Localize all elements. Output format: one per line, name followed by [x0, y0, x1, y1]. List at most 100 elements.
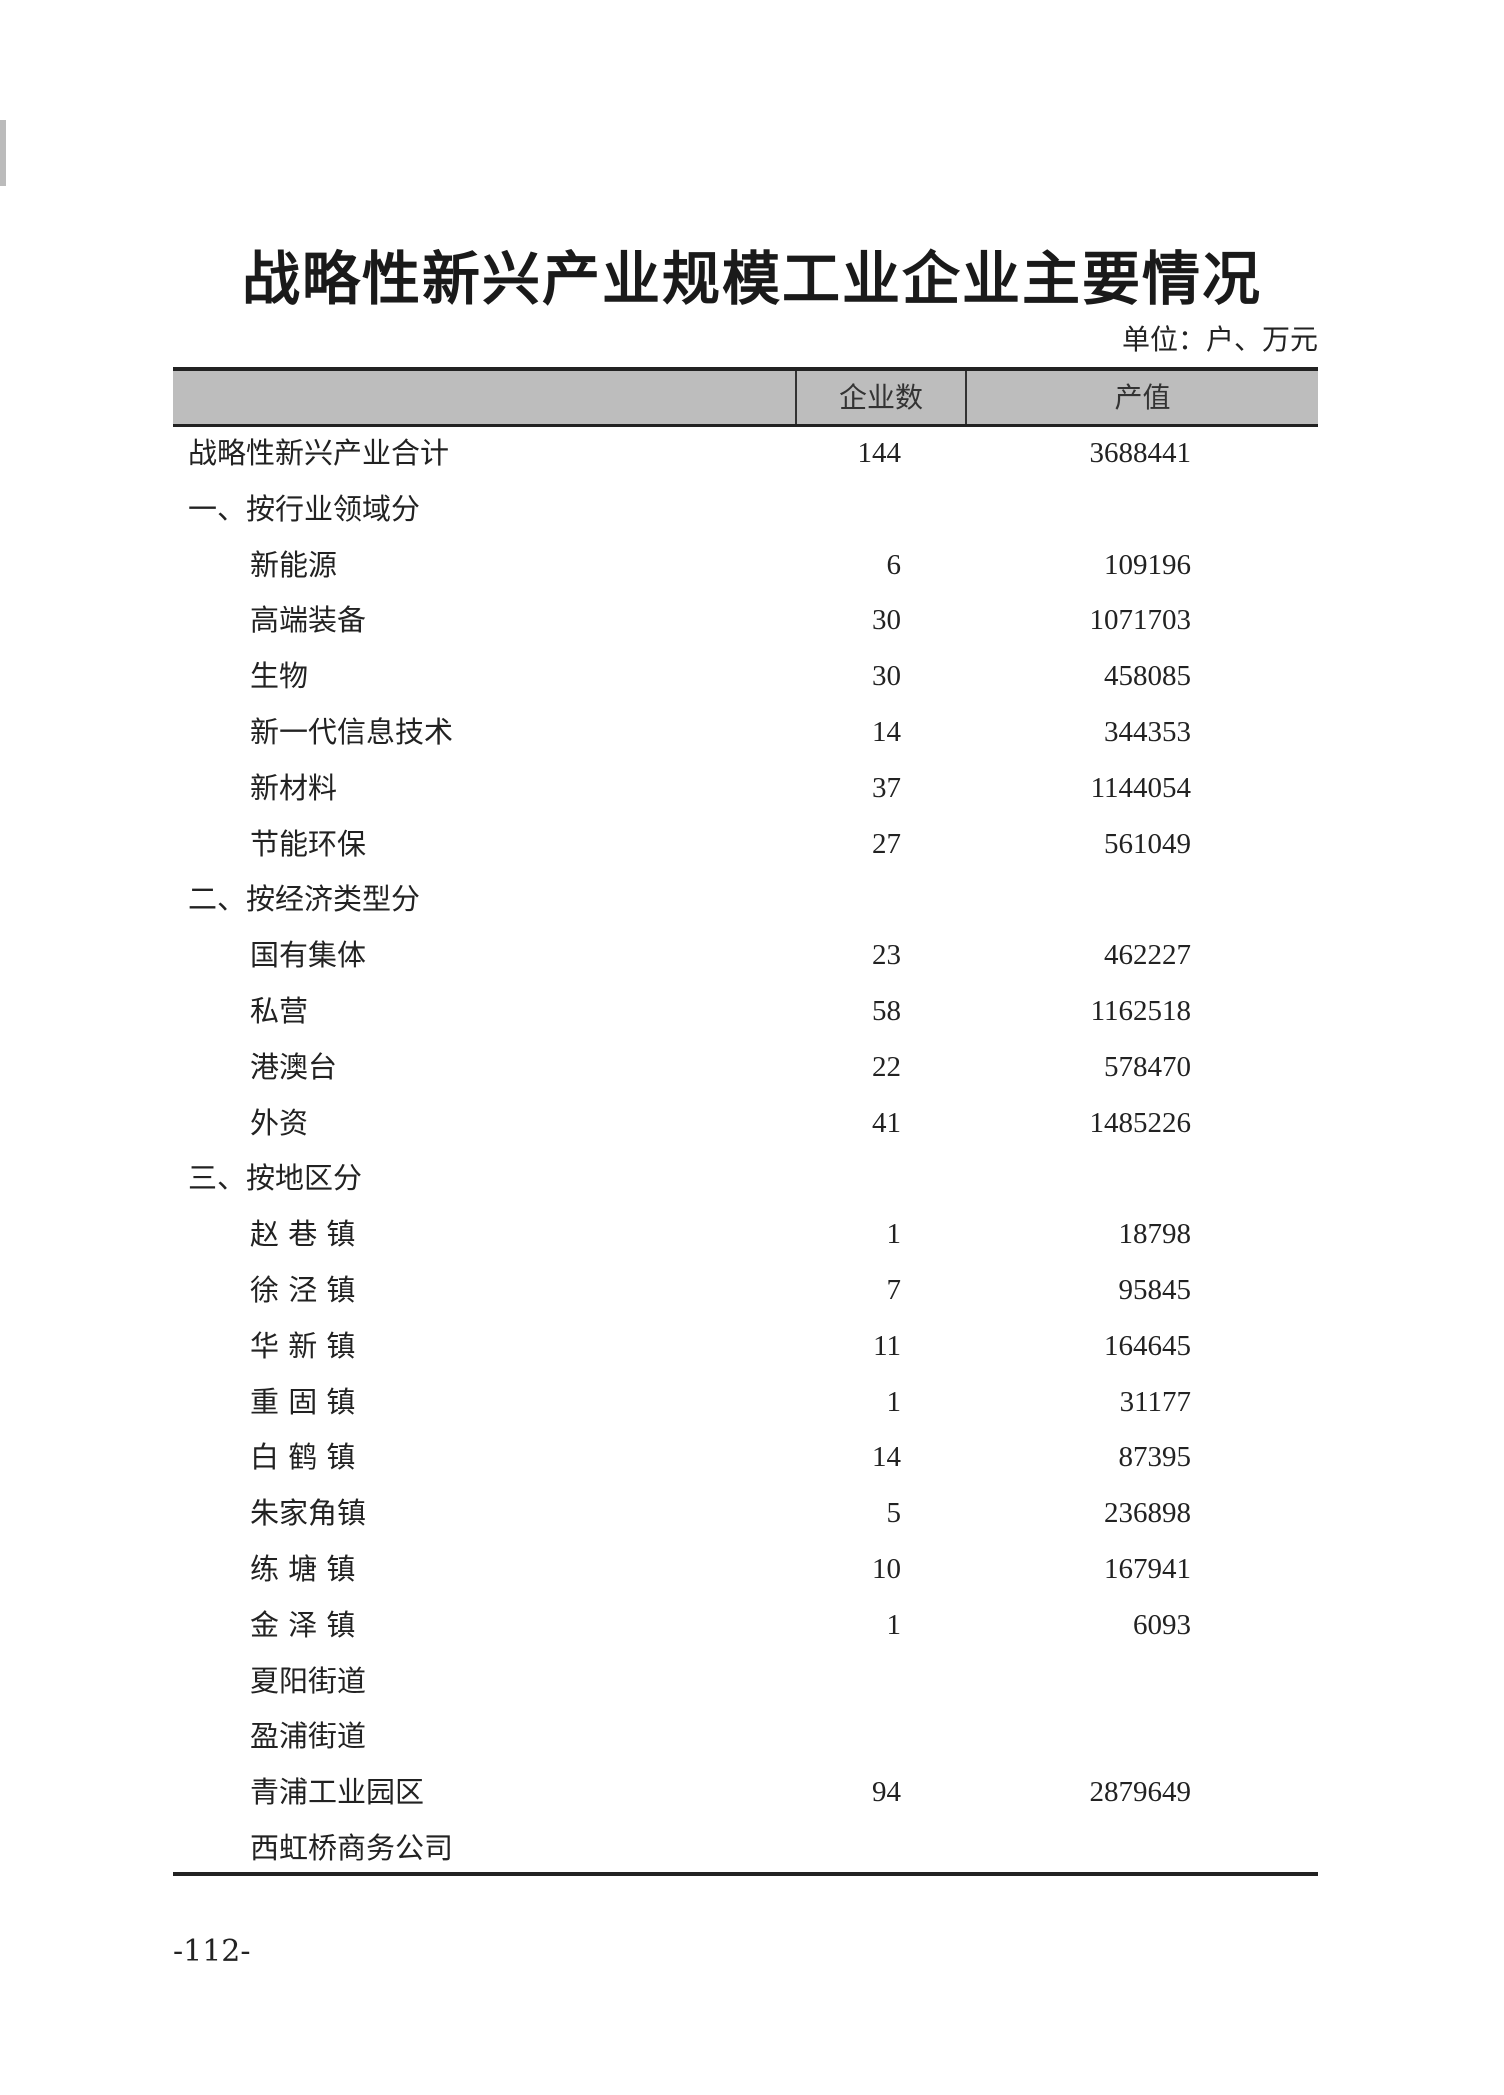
table-row: 白 鹤 镇 14 87395: [173, 1429, 1318, 1485]
row-label: 二、按经济类型分: [188, 882, 421, 917]
table-row: 新材料 37 1144054: [173, 760, 1318, 816]
row-value: 164645: [1104, 1329, 1191, 1362]
row-value: 236898: [1104, 1497, 1191, 1530]
table-row: 金 泽 镇 1 6093: [173, 1597, 1318, 1653]
table-row: 三、按地区分: [173, 1150, 1318, 1206]
row-count: 30: [872, 660, 901, 693]
row-count: 14: [872, 1441, 901, 1474]
row-label: 一、按行业领域分: [188, 491, 421, 526]
table-header: 企业数 产值: [173, 371, 1318, 427]
table-row: 国有集体 23 462227: [173, 927, 1318, 983]
table-row: 新一代信息技术 14 344353: [173, 704, 1318, 760]
row-count: 6: [886, 548, 902, 581]
row-count: 41: [872, 1106, 901, 1139]
row-value: 31177: [1119, 1385, 1191, 1418]
row-count: 58: [872, 995, 901, 1027]
row-label: 新一代信息技术: [250, 715, 454, 749]
table-row: 一、按行业领域分: [173, 481, 1318, 537]
table-row: 生物 30 458085: [173, 648, 1318, 704]
table-top-rule: [173, 367, 1318, 371]
row-label: 练 塘 镇: [250, 1552, 356, 1586]
row-count: 144: [857, 437, 902, 469]
row-count: 1: [886, 1385, 902, 1418]
row-value: 1144054: [1090, 771, 1191, 804]
row-label: 新材料: [250, 770, 338, 805]
table-row: 高端装备 30 1071703: [173, 592, 1318, 648]
unit-label: 单位：户、万元: [1121, 323, 1318, 356]
row-value: 6093: [1133, 1608, 1191, 1641]
row-count: 10: [872, 1553, 901, 1585]
row-label: 三、按地区分: [188, 1161, 363, 1196]
row-count: 1: [886, 1608, 902, 1641]
page-number: -112-: [173, 1934, 251, 1969]
row-value: 1485226: [1089, 1106, 1192, 1139]
table-row: 练 塘 镇 10 167941: [173, 1541, 1318, 1597]
row-count: 94: [872, 1776, 901, 1809]
table-row: 私营 58 1162518: [173, 983, 1318, 1039]
row-value: 109196: [1104, 548, 1191, 581]
row-value: 1162518: [1090, 995, 1191, 1027]
row-count: 5: [886, 1497, 902, 1530]
row-label: 国有集体: [250, 938, 367, 973]
row-label: 西虹桥商务公司: [250, 1831, 454, 1865]
table-row: 朱家角镇 5 236898: [173, 1485, 1318, 1541]
row-label: 新能源: [250, 547, 338, 582]
row-value: 3688441: [1089, 437, 1192, 469]
row-label: 金 泽 镇: [250, 1607, 356, 1642]
row-label: 外资: [250, 1105, 309, 1140]
row-label: 青浦工业园区: [250, 1775, 425, 1810]
row-label: 盈浦街道: [250, 1719, 367, 1754]
row-label: 高端装备: [250, 603, 367, 638]
header-divider: [965, 371, 967, 424]
row-label: 赵 巷 镇: [250, 1217, 356, 1252]
row-count: 14: [872, 716, 901, 748]
row-label: 港澳台: [250, 1049, 338, 1084]
row-label: 朱家角镇: [250, 1496, 367, 1531]
row-value: 95845: [1118, 1274, 1192, 1306]
row-label: 徐 泾 镇: [250, 1273, 356, 1307]
table-row: 重 固 镇 1 31177: [173, 1374, 1318, 1430]
row-value: 87395: [1118, 1441, 1192, 1474]
table-row: 战略性新兴产业合计 144 3688441: [173, 425, 1318, 481]
row-value: 561049: [1104, 827, 1191, 860]
table-row: 二、按经济类型分: [173, 871, 1318, 927]
row-count: 7: [886, 1274, 902, 1306]
table-row: 华 新 镇 11 164645: [173, 1318, 1318, 1374]
table-row: 港澳台 22 578470: [173, 1039, 1318, 1095]
row-label: 华 新 镇: [250, 1328, 356, 1363]
row-count: 1: [886, 1218, 902, 1251]
row-value: 458085: [1104, 660, 1191, 693]
row-value: 344353: [1104, 716, 1191, 748]
row-label: 白 鹤 镇: [250, 1440, 356, 1475]
page-title: 战略性新兴产业规模工业企业主要情况: [241, 245, 1262, 313]
header-count: 企业数: [838, 381, 923, 414]
table-row: 外资 41 1485226: [173, 1095, 1318, 1151]
row-value: 462227: [1104, 939, 1191, 972]
table-row: 新能源 6 109196: [173, 537, 1318, 593]
page-edge-mark: [0, 120, 6, 186]
row-value: 18798: [1118, 1218, 1192, 1251]
table-row: 徐 泾 镇 7 95845: [173, 1262, 1318, 1318]
header-value: 产值: [1114, 381, 1171, 414]
row-count: 27: [872, 827, 901, 860]
row-label: 战略性新兴产业合计: [188, 436, 450, 470]
table-row: 节能环保 27 561049: [173, 816, 1318, 872]
row-label: 私营: [250, 994, 309, 1028]
row-label: 生物: [250, 659, 309, 694]
header-divider: [795, 371, 797, 424]
table-row: 西虹桥商务公司: [173, 1820, 1318, 1876]
row-value: 1071703: [1089, 604, 1192, 637]
row-value: 2879649: [1089, 1776, 1192, 1809]
table-row: 盈浦街道: [173, 1708, 1318, 1764]
row-label: 重 固 镇: [250, 1384, 356, 1419]
row-value: 578470: [1104, 1050, 1191, 1083]
table-row: 夏阳街道: [173, 1653, 1318, 1709]
table-row: 赵 巷 镇 1 18798: [173, 1206, 1318, 1262]
row-label: 节能环保: [250, 826, 367, 861]
row-count: 37: [872, 771, 901, 804]
row-count: 11: [873, 1329, 901, 1362]
row-count: 22: [872, 1050, 901, 1083]
row-value: 167941: [1104, 1553, 1191, 1585]
table-row: 青浦工业园区 94 2879649: [173, 1764, 1318, 1820]
row-count: 23: [872, 939, 901, 972]
